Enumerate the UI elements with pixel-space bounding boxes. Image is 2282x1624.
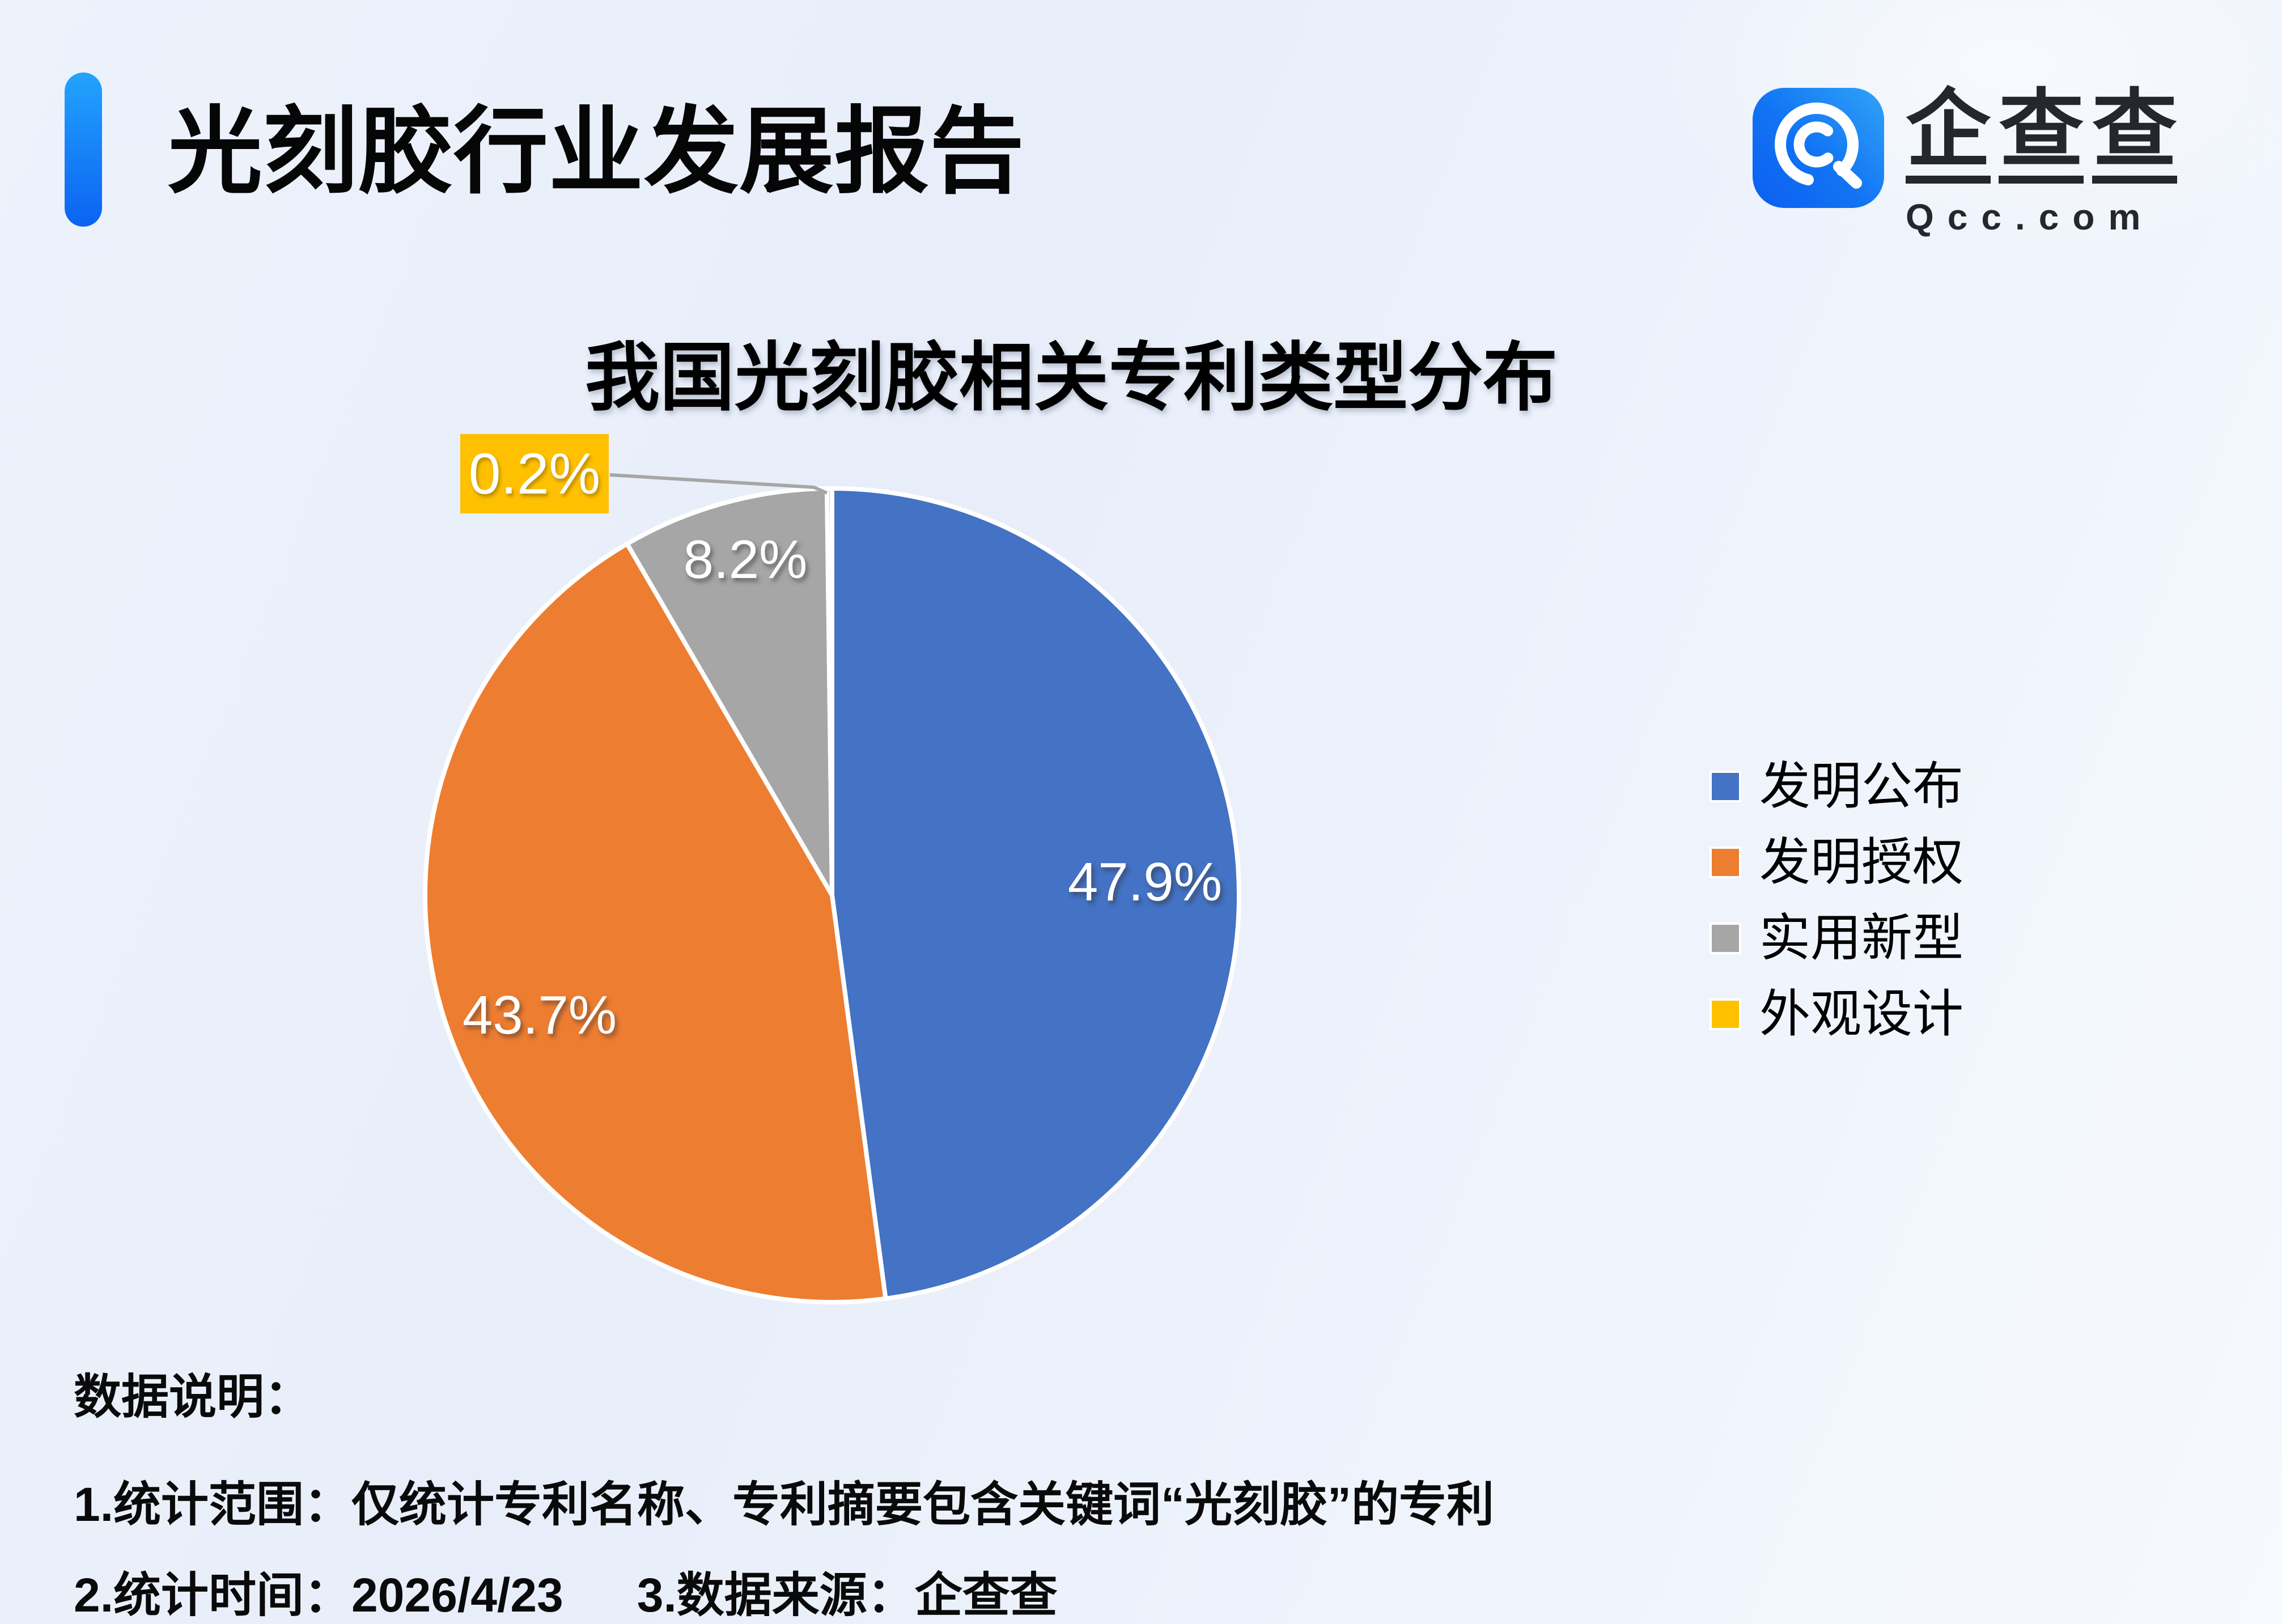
chart-title: 我国光刻胶相关专利类型分布: [585, 336, 1558, 419]
legend-swatch-yellow: [1710, 998, 1741, 1030]
brand-char: 查: [1999, 87, 2084, 184]
legend-item: 发明公布: [1710, 760, 1963, 813]
qcc-domain: Qcc.com: [1906, 197, 2154, 237]
qcc-logo: 企 查 查 Qcc.com: [1753, 87, 2183, 238]
pie-wedges: [423, 486, 1241, 1304]
legend-label: 外观设计: [1759, 986, 1963, 1043]
legend-item: 发明授权: [1710, 836, 1963, 888]
pie-slice-发明公布: [830, 486, 1241, 1301]
brand-char: 企: [1906, 87, 1991, 184]
legend-label: 发明授权: [1759, 834, 1963, 891]
pie-slice-实用新型: [625, 486, 834, 898]
callout-leader-line: [609, 473, 828, 495]
pie-slice-外观设计: [824, 486, 834, 898]
title-accent-bar: [65, 73, 102, 227]
slice-label-invention-grant: 43.7%: [462, 985, 617, 1045]
legend-swatch-gray: [1710, 922, 1741, 954]
legend-item: 实用新型: [1710, 912, 1963, 964]
page-title: 光刻胶行业发展报告: [168, 99, 1025, 205]
qcc-brand-name: 企 查 查: [1906, 87, 2183, 184]
pie-slice-发明授权: [423, 541, 888, 1304]
slice-label-invention-publication: 47.9%: [1067, 852, 1223, 912]
slice-label-utility-model: 8.2%: [683, 529, 808, 590]
brand-char: 查: [2092, 87, 2177, 184]
legend-label: 发明公布: [1759, 758, 1963, 815]
legend-label: 实用新型: [1759, 910, 1963, 967]
legend-swatch-orange: [1710, 847, 1741, 878]
slice-label-design: 0.2%: [468, 441, 601, 506]
legend-item: 外观设计: [1710, 988, 1963, 1040]
legend-swatch-blue: [1710, 771, 1741, 802]
qcc-logo-icon: [1753, 88, 1884, 208]
slice-callout-design: 0.2%: [460, 434, 609, 513]
qcc-logo-text: 企 查 查 Qcc.com: [1906, 87, 2183, 238]
chart-legend: 发明公布 发明授权 实用新型 外观设计: [1710, 760, 1963, 1064]
